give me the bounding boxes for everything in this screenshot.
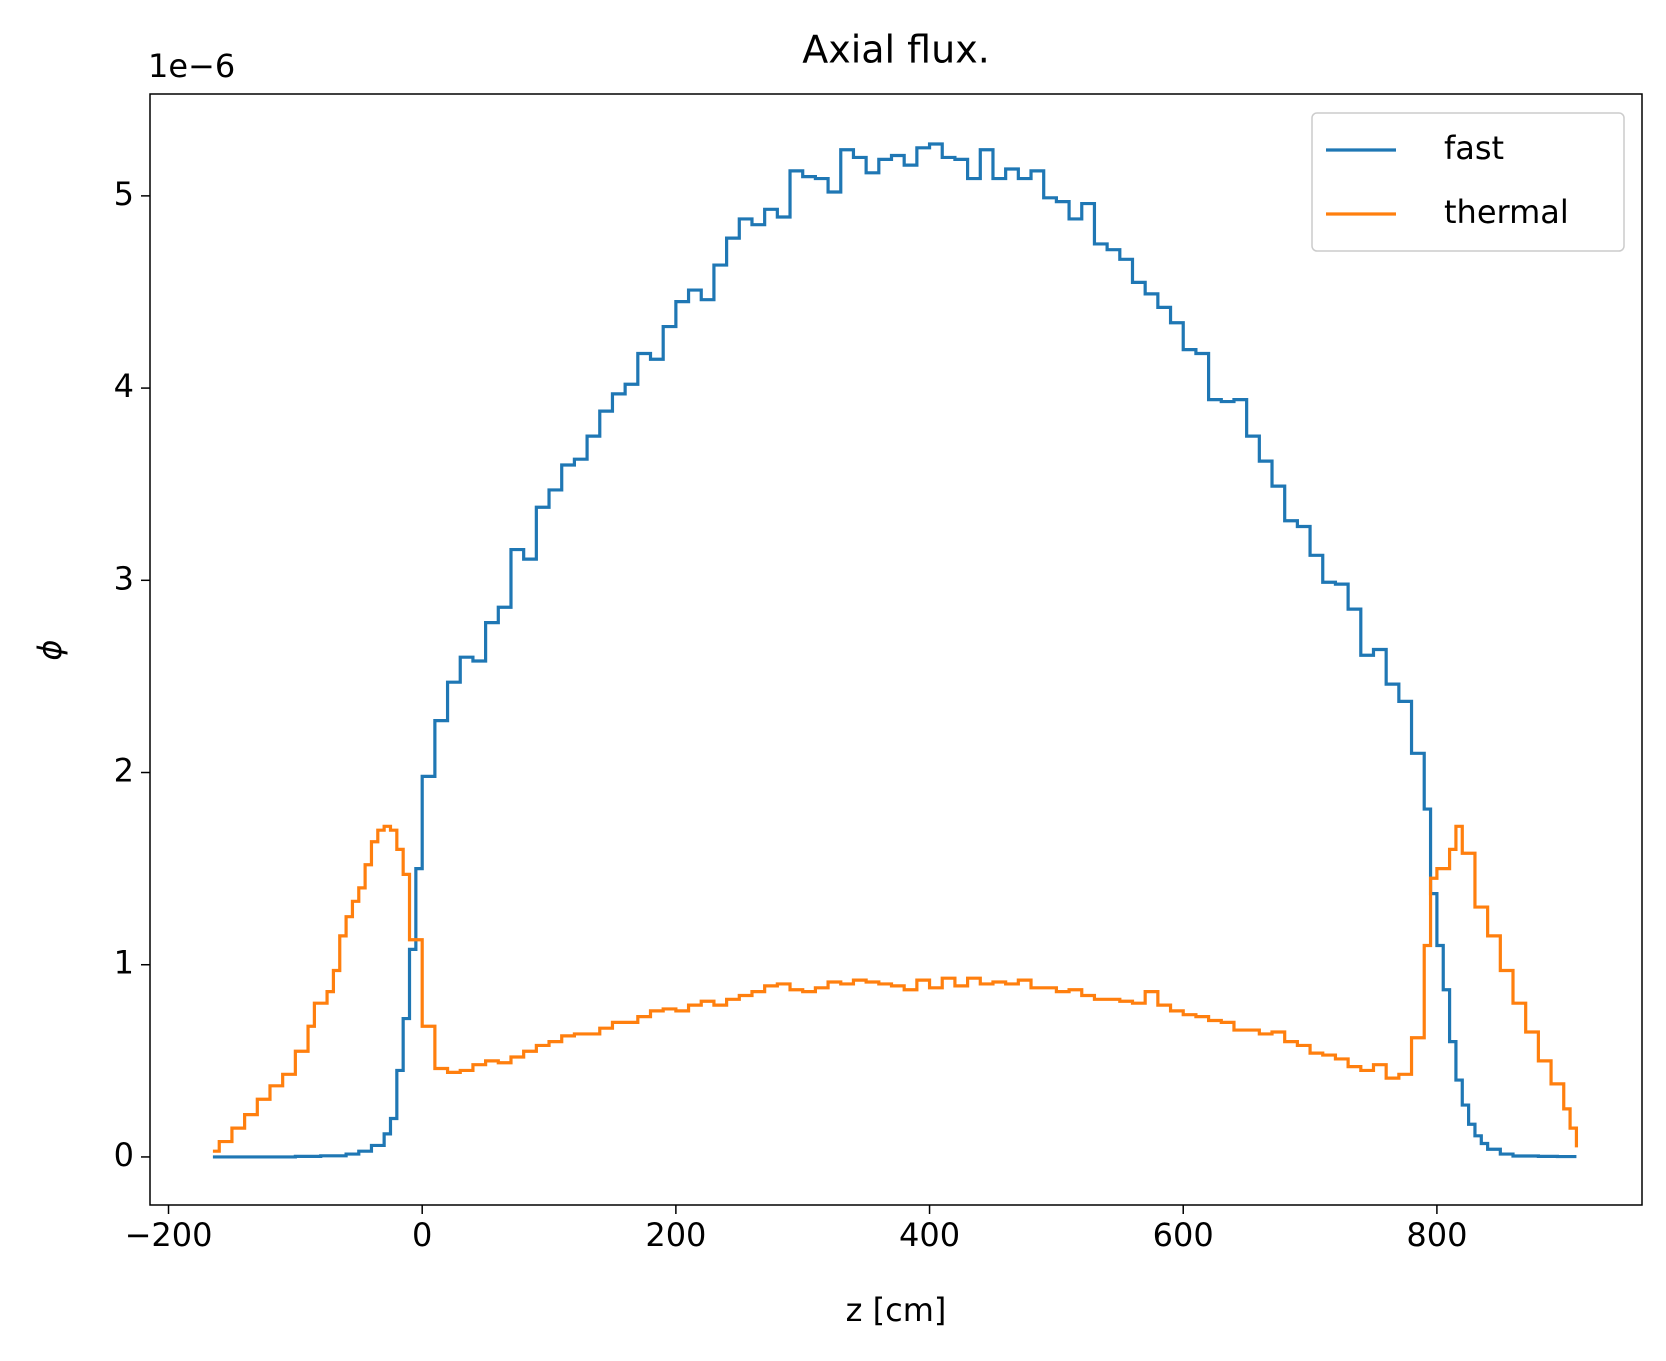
y-offset-text: 1e−6 <box>148 47 235 85</box>
y-tick-label: 0 <box>114 1136 134 1174</box>
x-tick-label: 600 <box>1153 1216 1214 1254</box>
plot-frame <box>149 93 1643 1206</box>
y-tick-label: 1 <box>114 944 134 982</box>
y-tick-label: 3 <box>114 559 134 597</box>
y-tick-label: 5 <box>114 175 134 213</box>
chart-title: Axial flux. <box>802 28 990 72</box>
y-tick-label: 4 <box>114 367 134 405</box>
x-tick-label: −200 <box>125 1216 213 1254</box>
legend-label: fast <box>1444 129 1504 167</box>
series-line <box>212 824 1579 1153</box>
x-axis-label: z [cm] <box>846 1291 947 1329</box>
x-tick-label: 800 <box>1406 1216 1467 1254</box>
series-line <box>212 142 1577 1159</box>
x-tick-label: 400 <box>899 1216 960 1254</box>
x-tick-label: 200 <box>645 1216 706 1254</box>
legend-box <box>1311 112 1625 252</box>
x-tick-label: 0 <box>412 1216 432 1254</box>
legend-label: thermal <box>1444 193 1569 231</box>
y-tick-label: 2 <box>114 752 134 790</box>
y-axis-label: ϕ <box>31 639 69 660</box>
